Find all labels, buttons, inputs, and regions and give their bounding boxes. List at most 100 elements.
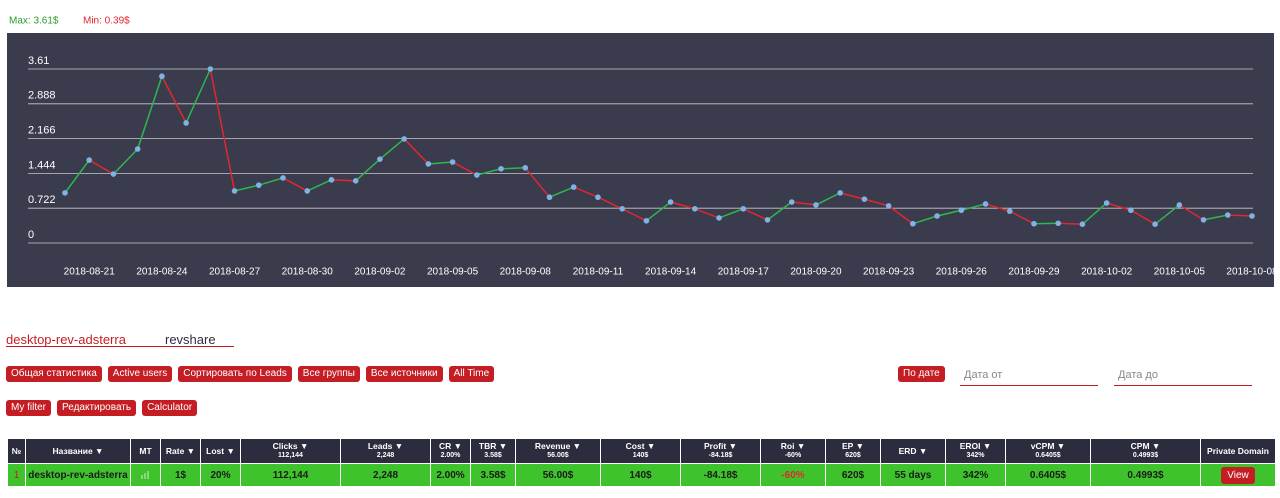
- x-tick-label: 2018-10-05: [1154, 267, 1206, 278]
- data-point: [425, 161, 432, 167]
- chart: Max: 3.61$ Min: 0.39$ 0 0.722 1.444 2.166 2.…: [7, 15, 1274, 287]
- line-segment: [112, 148, 139, 175]
- data-point: [352, 178, 359, 184]
- x-tick-label: 2018-09-29: [1008, 267, 1060, 278]
- date-input[interactable]: Дата до: [1114, 369, 1252, 386]
- header-total: -60%: [784, 452, 802, 459]
- line-segment: [985, 203, 1010, 212]
- button-bar: Общая статистика Active users Сортировать …: [6, 366, 495, 382]
- data-point: [716, 215, 722, 221]
- tab[interactable]: desktop-rev-adsterra: [6, 332, 126, 347]
- column-header[interactable]: №: [7, 438, 26, 464]
- column-header[interactable]: TBR ▼ 3.58$: [470, 438, 516, 464]
- column-header[interactable]: CR ▼ 2.00%: [430, 438, 471, 464]
- table-cell: 0.4993$: [1090, 463, 1201, 487]
- button[interactable]: Общая статистика: [6, 366, 102, 382]
- view-button[interactable]: View: [1221, 466, 1255, 484]
- line-segment: [476, 168, 502, 176]
- data-point: [62, 190, 68, 196]
- header-total: 620$: [845, 452, 861, 459]
- column-header[interactable]: Clicks ▼ 112,144: [240, 438, 341, 464]
- line-segment: [524, 167, 551, 198]
- line-segment: [549, 186, 575, 198]
- line-segment: [258, 177, 284, 186]
- line-segment: [306, 179, 332, 192]
- column-header[interactable]: EROI ▼ 342%: [945, 438, 1006, 464]
- header-label: Lost ▼: [206, 446, 235, 456]
- header-label: vCPM ▼: [1030, 441, 1066, 451]
- column-header[interactable]: Lost ▼: [200, 438, 241, 464]
- button[interactable]: Редактировать: [57, 400, 137, 416]
- header-total: 342%: [966, 452, 985, 459]
- y-tick-label: 0: [28, 229, 34, 241]
- table-cell: View: [1200, 463, 1276, 487]
- data-point: [134, 146, 141, 152]
- line-segment: [645, 201, 672, 222]
- data-point: [958, 207, 965, 214]
- column-header[interactable]: MT: [130, 438, 161, 464]
- header-label: Название ▼: [52, 446, 104, 456]
- column-header[interactable]: Profit ▼ -84.18$: [680, 438, 761, 464]
- button[interactable]: My filter: [6, 400, 51, 416]
- signal-icon: [140, 470, 149, 479]
- button[interactable]: Calculator: [142, 400, 198, 416]
- data-point: [110, 171, 117, 177]
- data-point: [1128, 207, 1134, 214]
- button[interactable]: По дате: [898, 366, 945, 382]
- x-tick-label: 2018-09-17: [718, 267, 770, 278]
- line-segment: [1203, 214, 1228, 221]
- column-header[interactable]: Revenue ▼ 56.00$: [515, 438, 601, 464]
- line-segment: [136, 75, 163, 150]
- data-point: [231, 188, 238, 194]
- table-cell: -84.18$: [680, 463, 761, 487]
- y-tick-label: 2.888: [28, 90, 56, 102]
- line-segment: [209, 68, 236, 192]
- line-segment: [379, 138, 405, 160]
- data-point: [522, 165, 529, 171]
- data-point: [934, 213, 940, 219]
- header-label: Roi ▼: [780, 441, 806, 451]
- y-tick-label: 2.166: [28, 125, 56, 137]
- column-header[interactable]: ERD ▼: [880, 438, 946, 464]
- tab[interactable]: revshare: [165, 332, 216, 347]
- line-segment: [573, 186, 599, 198]
- header-label: Profit ▼: [704, 441, 737, 451]
- column-header[interactable]: EP ▼ 620$: [825, 438, 881, 464]
- data-point: [570, 184, 577, 190]
- header-total: 112,144: [278, 452, 303, 459]
- line-segment: [88, 159, 114, 175]
- data-point: [1200, 217, 1207, 223]
- data-point: [207, 66, 214, 72]
- data-point: [183, 120, 189, 126]
- column-header[interactable]: Roi ▼ -60%: [760, 438, 826, 464]
- column-header[interactable]: CPM ▼ 0.4993$: [1090, 438, 1201, 464]
- x-tick-label: 2018-09-02: [354, 267, 406, 278]
- header-label: CPM ▼: [1130, 441, 1161, 451]
- line-segment: [1154, 204, 1180, 225]
- line-segment: [1106, 202, 1132, 211]
- column-header[interactable]: Rate ▼: [160, 438, 201, 464]
- header-label: Revenue ▼: [534, 441, 582, 451]
- button[interactable]: Все группы: [297, 366, 360, 382]
- data-point: [255, 182, 262, 188]
- column-header[interactable]: vCPM ▼ 0.6405$: [1005, 438, 1091, 464]
- data-point: [692, 205, 698, 212]
- line-segment: [64, 159, 90, 194]
- x-tick-label: 2018-09-14: [645, 267, 697, 278]
- line-segment: [694, 208, 720, 219]
- y-tick-label: 3.61: [28, 55, 49, 67]
- x-tick-label: 2018-09-26: [936, 267, 988, 278]
- button[interactable]: Сортировать по Leads: [178, 366, 292, 382]
- line-segment: [185, 68, 212, 124]
- button[interactable]: Active users: [107, 366, 173, 382]
- line-segment: [936, 209, 962, 217]
- line-segment: [791, 201, 817, 206]
- column-header[interactable]: Cost ▼ 140$: [600, 438, 681, 464]
- date-input[interactable]: Дата от: [960, 369, 1098, 386]
- button[interactable]: Все источники: [365, 366, 443, 382]
- button[interactable]: All Time: [448, 366, 495, 382]
- column-header[interactable]: Private Domain: [1200, 438, 1276, 464]
- column-header[interactable]: Название ▼: [25, 438, 131, 464]
- column-header[interactable]: Leads ▼ 2,248: [340, 438, 431, 464]
- line-segment: [912, 215, 938, 225]
